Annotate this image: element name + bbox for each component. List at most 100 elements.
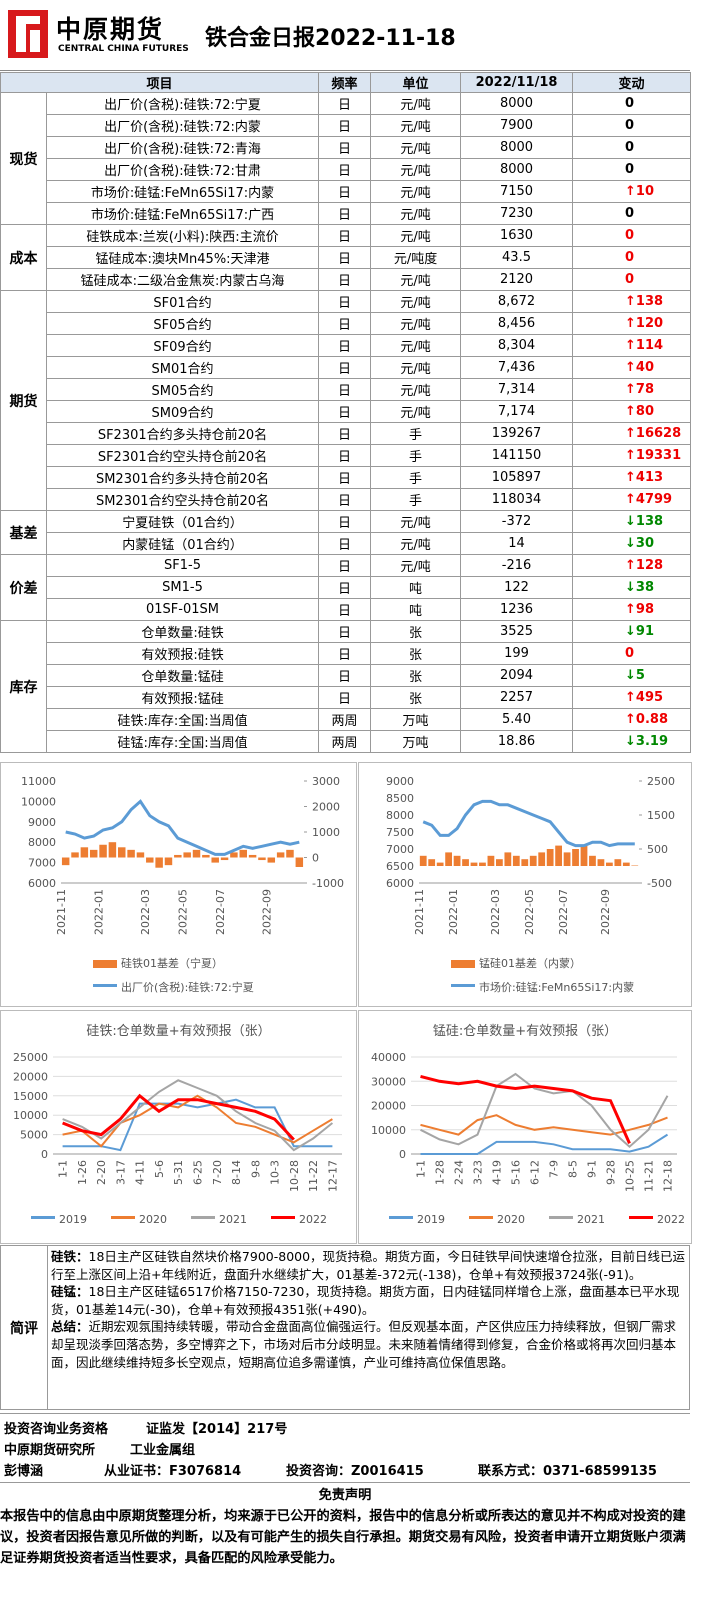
bar [428, 859, 436, 866]
footer-text: 投资咨询：Z0016415 [286, 1464, 424, 1479]
table-row: 现货 出厂价(含税):硅铁:72:宁夏日元/吨 8000 0 [0, 92, 692, 225]
table-row: SM01合约日元/吨 7,436 ↑40 [1, 356, 692, 379]
legend-label: 2021 [577, 1213, 605, 1226]
y-tick-label: 9000 [28, 816, 56, 829]
series-line [420, 1072, 669, 1149]
table-cell: 7,314 [460, 378, 574, 401]
table-cell: 8,456 [460, 312, 574, 335]
table-cell: 8000 [460, 92, 574, 115]
table-cell: 8000 [460, 158, 574, 181]
table-cell: -216 [460, 554, 574, 577]
table-row: 内蒙硅锰（01合约）日元/吨 14 ↓30 [1, 532, 692, 555]
change-cell: ↓38 [572, 576, 692, 599]
table-cell: 日 [318, 312, 372, 335]
table-cell: 元/吨 [370, 180, 462, 203]
series-line [62, 1094, 333, 1148]
table-cell: 14 [460, 532, 574, 555]
bar [512, 855, 520, 866]
bar [589, 855, 596, 866]
bar [202, 854, 210, 858]
table-row: SF05合约日元/吨 8,456 ↑120 [1, 312, 692, 335]
legend-label: 2022 [299, 1213, 327, 1226]
table-cell: SF1-5 [45, 554, 320, 577]
bar [192, 849, 201, 858]
series-line [62, 1079, 334, 1152]
table-row: 01SF-01SM 日吨 1236 ↑98 [1, 598, 692, 621]
bar [276, 852, 285, 858]
table-cell: 内蒙硅锰（01合约） [45, 532, 320, 555]
table-cell: 手 [370, 488, 462, 511]
table-cell: 元/吨度 [370, 246, 462, 269]
review-paragraph: 硅铁：18日主产区硅铁自然块价格7900-8000，现货持稳。期货方面，今日硅铁… [51, 1248, 687, 1283]
legend-label: 硅铁01基差（宁夏） [121, 956, 223, 970]
table-cell: 日 [318, 642, 372, 665]
table-cell: 元/吨 [370, 356, 462, 379]
bar [606, 862, 613, 866]
legend-label: 2020 [139, 1213, 167, 1226]
footer-text: 联系方式：0371-68599135 [478, 1464, 657, 1479]
table-cell: 日 [318, 334, 372, 357]
table-row: SF2301合约多头持仓前20名日手 139267 ↑16628 [1, 422, 692, 445]
table-cell: 元/吨 [370, 378, 462, 401]
table-cell: 仓单数量:锰硅 [45, 664, 320, 687]
bar [146, 857, 154, 863]
table-cell: 日 [318, 246, 372, 269]
table-row: SM2301合约多头持仓前20名日手 105897 ↑413 [1, 466, 692, 489]
x-tick-label: 2021-11 [413, 889, 426, 935]
x-tick-label: 11-21 [643, 1160, 656, 1192]
column-header: 单位 [370, 72, 462, 93]
table-cell: 122 [460, 576, 574, 599]
table-cell: 139267 [460, 422, 574, 445]
bar [563, 852, 571, 866]
disclaimer-text: 本报告中的信息由中原期货整理分析，均来源于已公开的资料，报告中的信息分析或所表达… [0, 1509, 686, 1566]
x-tick-label: 2022-07 [557, 889, 570, 935]
y2-tick-label: 0 [312, 852, 319, 865]
x-tick-label: 3-17 [114, 1160, 127, 1185]
x-tick-label: 3-23 [472, 1160, 485, 1185]
x-tick-label: 1-28 [434, 1160, 447, 1185]
change-cell: 0 [572, 114, 692, 137]
y-tick-label: 30000 [371, 1075, 406, 1088]
table-cell: 两周 [318, 730, 372, 753]
table-row: 出厂价(含税):硅铁:72:甘肃日元/吨 8000 0 [1, 158, 692, 181]
y-tick-label: 7000 [28, 857, 56, 870]
table-cell: 7230 [460, 202, 574, 225]
x-tick-label: 6-12 [529, 1160, 542, 1185]
change-cell: ↑16628 [572, 422, 692, 445]
y-tick-label: 10000 [371, 1124, 406, 1137]
table-cell: 日 [318, 510, 372, 533]
logo-mark [16, 16, 40, 52]
table-cell: SM1-5 [45, 576, 320, 599]
table-cell: SM2301合约多头持仓前20名 [45, 466, 320, 489]
chart: 硅铁:仓单数量+有效预报（张） 0 5000 10000 15000 20000 25000… [0, 1010, 357, 1244]
table-cell: 元/吨 [370, 114, 462, 137]
x-tick-label: 9-1 [586, 1160, 599, 1178]
legend-label: 2019 [417, 1213, 445, 1226]
series-line [62, 1093, 295, 1141]
change-cell: 0 [572, 92, 692, 115]
table-row: 仓单数量:锰硅日张 2094 ↓5 [1, 664, 692, 687]
table-cell: 元/吨 [370, 158, 462, 181]
table-cell: 日 [318, 444, 372, 467]
x-tick-label: 1-26 [76, 1160, 89, 1185]
y-tick-label: 8000 [28, 836, 56, 849]
x-tick-label: 2-24 [453, 1160, 466, 1185]
table-cell: 2094 [460, 664, 574, 687]
footer-text: 投资咨询业务资格 [4, 1422, 109, 1437]
change-cell: 0 [572, 642, 692, 665]
table-cell: 出厂价(含税):硅铁:72:甘肃 [45, 158, 320, 181]
bar [479, 862, 486, 866]
bar [521, 859, 529, 866]
table-row: 期货 SF01合约日元/吨 8,672 ↑138 [0, 290, 692, 511]
x-tick-label: 10-25 [624, 1160, 637, 1192]
bar [230, 852, 238, 858]
change-cell: ↓30 [572, 532, 692, 555]
table-cell: 元/吨 [370, 136, 462, 159]
y-tick-label: 20000 [13, 1070, 48, 1083]
table-cell: 硅铁:库存:全国:当周值 [45, 708, 320, 731]
y-tick-label: 5000 [20, 1129, 48, 1142]
legend-swatch [271, 1216, 295, 1219]
review-paragraph: 硅锰：18日主产区硅锰6517价格7150-7230，现货持稳。期货方面，日内硅… [51, 1283, 687, 1318]
table-cell: 8000 [460, 136, 574, 159]
